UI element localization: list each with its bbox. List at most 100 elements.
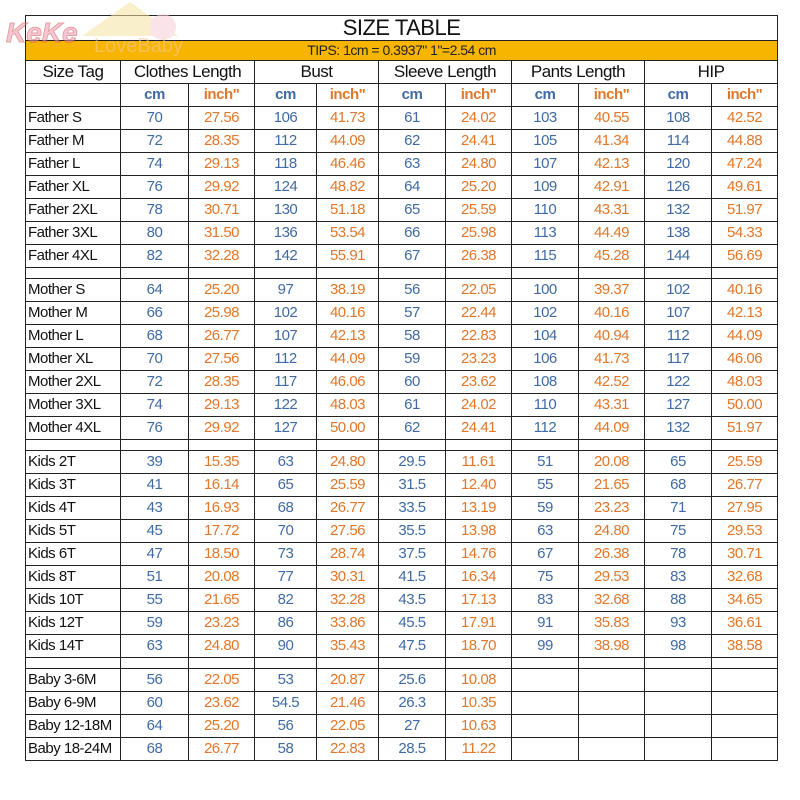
empty-cell xyxy=(120,657,189,669)
size-tag-cell: Baby 12-18M xyxy=(25,714,121,738)
inch-value-cell: 24.41 xyxy=(445,129,512,153)
cm-value-cell: 28.5 xyxy=(378,737,446,761)
table-row: Father 2XL 78 30.71 130 51.18 65 25.59 110 43.31… xyxy=(25,198,779,222)
empty-cell xyxy=(188,657,255,669)
inch-value-cell: 10.63 xyxy=(445,714,512,738)
inch-value-cell xyxy=(710,691,779,715)
inch-value-cell: 32.68 xyxy=(578,588,645,612)
inch-value-cell: 50.00 xyxy=(316,416,379,440)
inch-value-cell: 49.61 xyxy=(710,175,779,199)
inch-value-cell: 13.98 xyxy=(445,519,512,543)
cm-value-cell: 102 xyxy=(254,301,317,325)
inch-value-cell: 23.62 xyxy=(188,691,255,715)
inch-value-cell: 26.77 xyxy=(188,324,255,348)
cm-value-cell: 106 xyxy=(511,347,579,371)
size-tag-cell: Kids 12T xyxy=(25,611,121,635)
empty-cell xyxy=(445,439,512,451)
unit-inch: inch" xyxy=(710,83,779,107)
inch-value-cell: 42.91 xyxy=(578,175,645,199)
empty-cell xyxy=(254,657,317,669)
inch-value-cell: 16.14 xyxy=(188,473,255,497)
cm-value-cell: 68 xyxy=(120,324,189,348)
inch-value-cell: 15.35 xyxy=(188,450,255,474)
tips-conversion: TIPS: 1cm = 0.3937" 1"=2.54 cm xyxy=(24,40,779,61)
empty-cell xyxy=(254,267,317,279)
cm-value-cell: 106 xyxy=(254,106,317,130)
inch-value-cell: 35.43 xyxy=(316,634,379,658)
table-row: Mother M 66 25.98 102 40.16 57 22.44 102 40.16 10… xyxy=(25,301,779,325)
table-row: Mother L 68 26.77 107 42.13 58 22.83 104 40.94 11… xyxy=(25,324,779,348)
empty-cell xyxy=(578,267,645,279)
cm-value-cell: 65 xyxy=(644,450,712,474)
cm-value-cell: 64 xyxy=(120,714,189,738)
cm-value-cell: 59 xyxy=(378,347,446,371)
inch-value-cell: 47.24 xyxy=(710,152,779,176)
inch-value-cell: 43.31 xyxy=(578,198,645,222)
inch-value-cell: 27.56 xyxy=(316,519,379,543)
inch-value-cell: 23.62 xyxy=(445,370,512,394)
inch-value-cell: 50.00 xyxy=(710,393,779,417)
size-tag-cell: Mother 2XL xyxy=(25,370,121,394)
table-row: Baby 12-18M 64 25.20 56 22.05 27 10.63 xyxy=(25,714,779,738)
empty-cell xyxy=(445,657,512,669)
cm-value-cell: 75 xyxy=(511,565,579,589)
empty-cell xyxy=(511,657,579,669)
inch-value-cell: 25.59 xyxy=(316,473,379,497)
inch-value-cell: 24.80 xyxy=(445,152,512,176)
cm-value-cell: 144 xyxy=(644,244,712,268)
inch-value-cell: 39.37 xyxy=(578,278,645,302)
inch-value-cell: 42.13 xyxy=(578,152,645,176)
inch-value-cell: 44.09 xyxy=(578,416,645,440)
inch-value-cell: 17.91 xyxy=(445,611,512,635)
inch-value-cell: 48.82 xyxy=(316,175,379,199)
inch-value-cell: 44.09 xyxy=(316,347,379,371)
inch-value-cell: 13.19 xyxy=(445,496,512,520)
inch-value-cell: 30.31 xyxy=(316,565,379,589)
inch-value-cell: 32.28 xyxy=(188,244,255,268)
inch-value-cell: 32.68 xyxy=(710,565,779,589)
table-row: Mother S 64 25.20 97 38.19 56 22.05 100 39.37 102… xyxy=(25,278,779,302)
size-tag-cell: Mother L xyxy=(25,324,121,348)
inch-value-cell: 51.18 xyxy=(316,198,379,222)
inch-value-cell: 10.35 xyxy=(445,691,512,715)
inch-value-cell: 29.92 xyxy=(188,175,255,199)
inch-value-cell: 28.74 xyxy=(316,542,379,566)
cm-value-cell: 112 xyxy=(254,129,317,153)
cm-value-cell: 74 xyxy=(120,393,189,417)
inch-value-cell: 24.02 xyxy=(445,106,512,130)
inch-value-cell: 56.69 xyxy=(710,244,779,268)
cm-value-cell: 62 xyxy=(378,416,446,440)
cm-value-cell: 57 xyxy=(378,301,446,325)
cm-value-cell: 66 xyxy=(120,301,189,325)
inch-value-cell xyxy=(710,737,779,761)
unit-inch: inch" xyxy=(578,83,645,107)
empty-cell xyxy=(25,657,121,669)
inch-value-cell: 25.59 xyxy=(445,198,512,222)
empty-cell xyxy=(710,267,779,279)
cm-value-cell: 56 xyxy=(378,278,446,302)
cm-value-cell: 51 xyxy=(120,565,189,589)
cm-value-cell: 45.5 xyxy=(378,611,446,635)
inch-value-cell: 41.73 xyxy=(316,106,379,130)
cm-value-cell: 107 xyxy=(644,301,712,325)
empty-cell xyxy=(710,657,779,669)
inch-value-cell: 25.20 xyxy=(445,175,512,199)
cm-value-cell: 63 xyxy=(120,634,189,658)
inch-value-cell: 40.94 xyxy=(578,324,645,348)
cm-value-cell: 65 xyxy=(254,473,317,497)
inch-value-cell: 44.09 xyxy=(316,129,379,153)
cm-value-cell xyxy=(644,691,712,715)
size-table: SIZE TABLE TIPS: 1cm = 0.3937" 1"=2.54 c… xyxy=(24,15,779,761)
cm-value-cell: 124 xyxy=(254,175,317,199)
cm-value-cell: 54.5 xyxy=(254,691,317,715)
inch-value-cell: 10.08 xyxy=(445,668,512,692)
empty-cell xyxy=(25,267,121,279)
cm-value-cell: 91 xyxy=(511,611,579,635)
inch-value-cell: 28.35 xyxy=(188,129,255,153)
empty-cell xyxy=(316,657,379,669)
cm-value-cell: 67 xyxy=(511,542,579,566)
cm-value-cell: 117 xyxy=(644,347,712,371)
cm-value-cell: 68 xyxy=(644,473,712,497)
inch-value-cell: 44.09 xyxy=(710,324,779,348)
table-row: Baby 6-9M 60 23.62 54.5 21.46 26.3 10.35 xyxy=(25,691,779,715)
